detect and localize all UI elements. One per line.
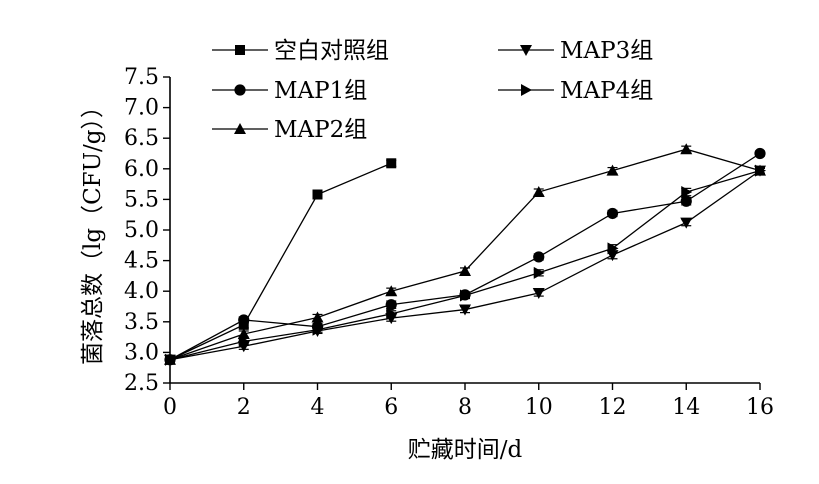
y-tick-label: 5.0: [124, 218, 159, 243]
marker-triangle-right: [607, 242, 619, 255]
y-tick-label: 3.5: [124, 310, 159, 335]
series-circle: [164, 147, 766, 366]
x-tick-label: 14: [672, 395, 700, 420]
series-triangle-up: [164, 143, 766, 365]
marker-triangle-up: [385, 285, 398, 297]
marker-square: [386, 158, 397, 169]
x-tick-label: 6: [384, 395, 398, 420]
legend-item: 空白对照组: [212, 38, 389, 64]
marker-circle: [234, 84, 246, 96]
x-tick-label: 16: [746, 395, 774, 420]
legend-label: MAP2组: [274, 117, 367, 143]
legend-item: MAP1组: [212, 78, 367, 104]
marker-triangle-up: [532, 186, 545, 198]
series-square: [165, 158, 397, 365]
marker-triangle-right: [238, 335, 250, 348]
legend-item: MAP3组: [498, 38, 653, 64]
y-axis-title: 菌落总数（lg（CFU/g））: [80, 95, 106, 365]
legend-label: MAP4组: [560, 78, 653, 104]
y-tick-label: 6.5: [124, 126, 159, 151]
x-axis-title: 贮藏时间/d: [408, 437, 523, 463]
marker-circle: [606, 207, 619, 220]
marker-circle: [385, 299, 397, 311]
legend: 空白对照组 MAP1组 MAP2组 MAP3组 MAP4组: [212, 38, 653, 143]
marker-triangle-right: [755, 164, 766, 177]
x-tick-label: 2: [237, 395, 251, 420]
series-line: [169, 148, 761, 361]
marker-triangle-down: [680, 217, 693, 229]
y-tick-label: 5.5: [124, 187, 159, 212]
marker-triangle-right: [533, 266, 545, 279]
marker-triangle-up: [606, 164, 619, 176]
marker-triangle-right: [681, 186, 693, 199]
legend-item: MAP4组: [498, 78, 653, 104]
y-tick-label: 2.5: [124, 371, 159, 396]
legend-label: 空白对照组: [274, 38, 389, 64]
marker-square: [312, 189, 323, 200]
y-tick-label: 4.5: [124, 249, 159, 274]
x-tick-label: 10: [525, 395, 553, 420]
marker-triangle-up: [459, 265, 471, 277]
x-tick-label: 8: [458, 395, 472, 420]
series-line: [169, 162, 392, 361]
y-tick-label: 6.0: [124, 157, 159, 182]
marker-circle: [754, 147, 766, 160]
marker-triangle-right: [165, 353, 176, 366]
y-tick-label: 7.5: [124, 65, 159, 90]
marker-triangle-down: [532, 288, 545, 300]
series-triangle-right: [165, 164, 766, 366]
marker-circle: [238, 314, 250, 326]
marker-triangle-up: [237, 328, 250, 340]
marker-triangle-up: [234, 123, 246, 134]
x-tick-label: 4: [311, 395, 325, 420]
marker-triangle-up: [311, 311, 324, 323]
marker-triangle-down: [459, 304, 471, 316]
y-tick-label: 3.0: [124, 340, 159, 365]
marker-triangle-right: [386, 307, 398, 320]
marker-triangle-right: [312, 323, 324, 336]
marker-circle: [533, 251, 545, 263]
marker-triangle-up: [680, 143, 693, 155]
marker-circle: [680, 195, 692, 207]
legend-label: MAP1组: [274, 78, 367, 104]
y-tick-label: 7.0: [124, 96, 159, 121]
x-tick-label: 12: [599, 395, 627, 420]
series-layer: [164, 143, 766, 366]
legend-item: MAP2组: [212, 117, 367, 143]
x-tick-label: 0: [163, 395, 177, 420]
marker-square: [235, 45, 245, 55]
marker-triangle-down: [520, 45, 532, 56]
marker-triangle-right: [521, 84, 532, 96]
legend-label: MAP3组: [560, 38, 653, 64]
axes: 0 2 4 6 8 10 12 14 16 2.5 3.0 3.5 4.0 4.5 5.0 5.5 6.0 6.5…: [124, 65, 774, 420]
marker-triangle-right: [460, 289, 471, 302]
y-tick-label: 4.0: [124, 279, 159, 304]
series-line: [169, 152, 761, 361]
